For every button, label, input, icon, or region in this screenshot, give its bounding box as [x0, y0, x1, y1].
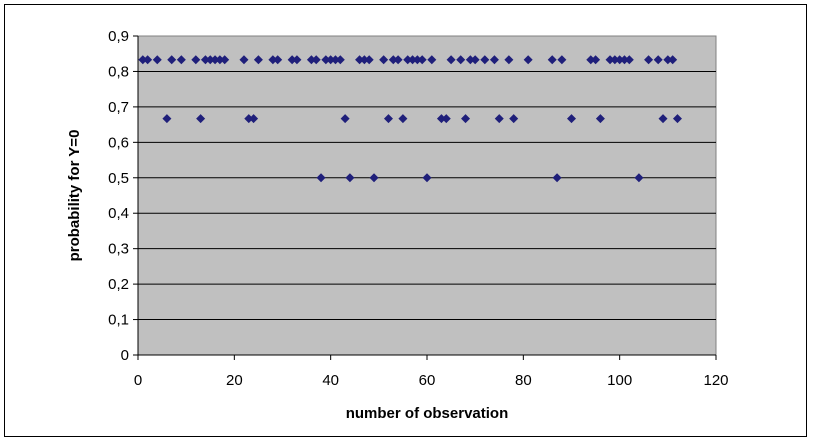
data-point [456, 55, 466, 65]
data-point [268, 55, 278, 65]
data-point [143, 55, 153, 65]
data-point [668, 55, 678, 65]
y-tick-label: 0 [121, 347, 129, 364]
x-tick-label: 60 [419, 372, 436, 389]
data-point [610, 55, 620, 65]
data-point [605, 55, 615, 65]
data-point [162, 114, 172, 124]
data-point [644, 55, 654, 65]
data-point [364, 55, 374, 65]
y-tick-label: 0,1 [108, 312, 129, 329]
data-point [446, 55, 456, 65]
data-point [547, 55, 557, 65]
data-point [383, 114, 393, 124]
data-point [306, 55, 316, 65]
data-point [523, 55, 533, 65]
data-point [345, 173, 355, 183]
data-point [672, 114, 682, 124]
data-point [586, 55, 596, 65]
data-point [398, 114, 408, 124]
data-point [196, 114, 206, 124]
data-point [379, 55, 389, 65]
y-tick-label: 0,2 [108, 276, 129, 293]
y-tick-label: 0,9 [108, 28, 129, 45]
x-tick-label: 100 [607, 372, 632, 389]
y-tick-label: 0,4 [108, 205, 129, 222]
data-point [253, 55, 263, 65]
data-point [369, 173, 379, 183]
data-point [220, 55, 230, 65]
data-point [210, 55, 220, 65]
data-point [403, 55, 413, 65]
data-point [167, 55, 177, 65]
data-point [287, 55, 297, 65]
x-tick-label: 80 [515, 372, 532, 389]
data-point [138, 55, 148, 65]
data-point [509, 114, 519, 124]
y-tick-label: 0,8 [108, 63, 129, 80]
data-point [359, 55, 369, 65]
data-point [316, 173, 326, 183]
data-point [326, 55, 336, 65]
data-point [412, 55, 422, 65]
data-point [619, 55, 629, 65]
data-point [244, 114, 254, 124]
y-tick-label: 0,3 [108, 241, 129, 258]
data-point [422, 173, 432, 183]
data-point [292, 55, 302, 65]
data-point [653, 55, 663, 65]
data-point [634, 173, 644, 183]
data-point [330, 55, 340, 65]
data-point [552, 173, 562, 183]
data-point [465, 55, 475, 65]
data-point [408, 55, 418, 65]
data-point [557, 55, 567, 65]
data-point [663, 55, 673, 65]
y-tick-label: 0,5 [108, 170, 129, 187]
data-point [321, 55, 331, 65]
data-point [176, 55, 186, 65]
data-point [591, 55, 601, 65]
data-point [494, 114, 504, 124]
data-point [417, 55, 427, 65]
data-point [340, 114, 350, 124]
y-axis-title: probability for Y=0 [66, 130, 83, 262]
data-point [273, 55, 283, 65]
data-point [615, 55, 625, 65]
data-point [470, 55, 480, 65]
data-point [205, 55, 215, 65]
data-point [624, 55, 634, 65]
data-point [489, 55, 499, 65]
data-point [152, 55, 162, 65]
data-point [191, 55, 201, 65]
data-point [595, 114, 605, 124]
x-tick-label: 20 [226, 372, 243, 389]
data-point [355, 55, 365, 65]
data-point [249, 114, 259, 124]
x-tick-label: 0 [134, 372, 142, 389]
data-point [335, 55, 345, 65]
data-point [567, 114, 576, 124]
data-point [239, 55, 249, 65]
x-tick-label: 40 [322, 372, 339, 389]
data-point [311, 55, 321, 65]
data-point [658, 114, 668, 124]
y-tick-label: 0,6 [108, 134, 129, 151]
data-point [388, 55, 398, 65]
plot-area [137, 35, 717, 356]
data-point [393, 55, 403, 65]
data-point [436, 114, 446, 124]
x-tick-label: 120 [703, 372, 728, 389]
data-point [200, 55, 210, 65]
data-point [215, 55, 225, 65]
x-axis-title: number of observation [346, 405, 509, 422]
data-point [504, 55, 514, 65]
data-point [441, 114, 451, 124]
y-tick-label: 0,7 [108, 99, 129, 116]
data-point [461, 114, 471, 124]
data-point [427, 55, 437, 65]
data-point [480, 55, 490, 65]
